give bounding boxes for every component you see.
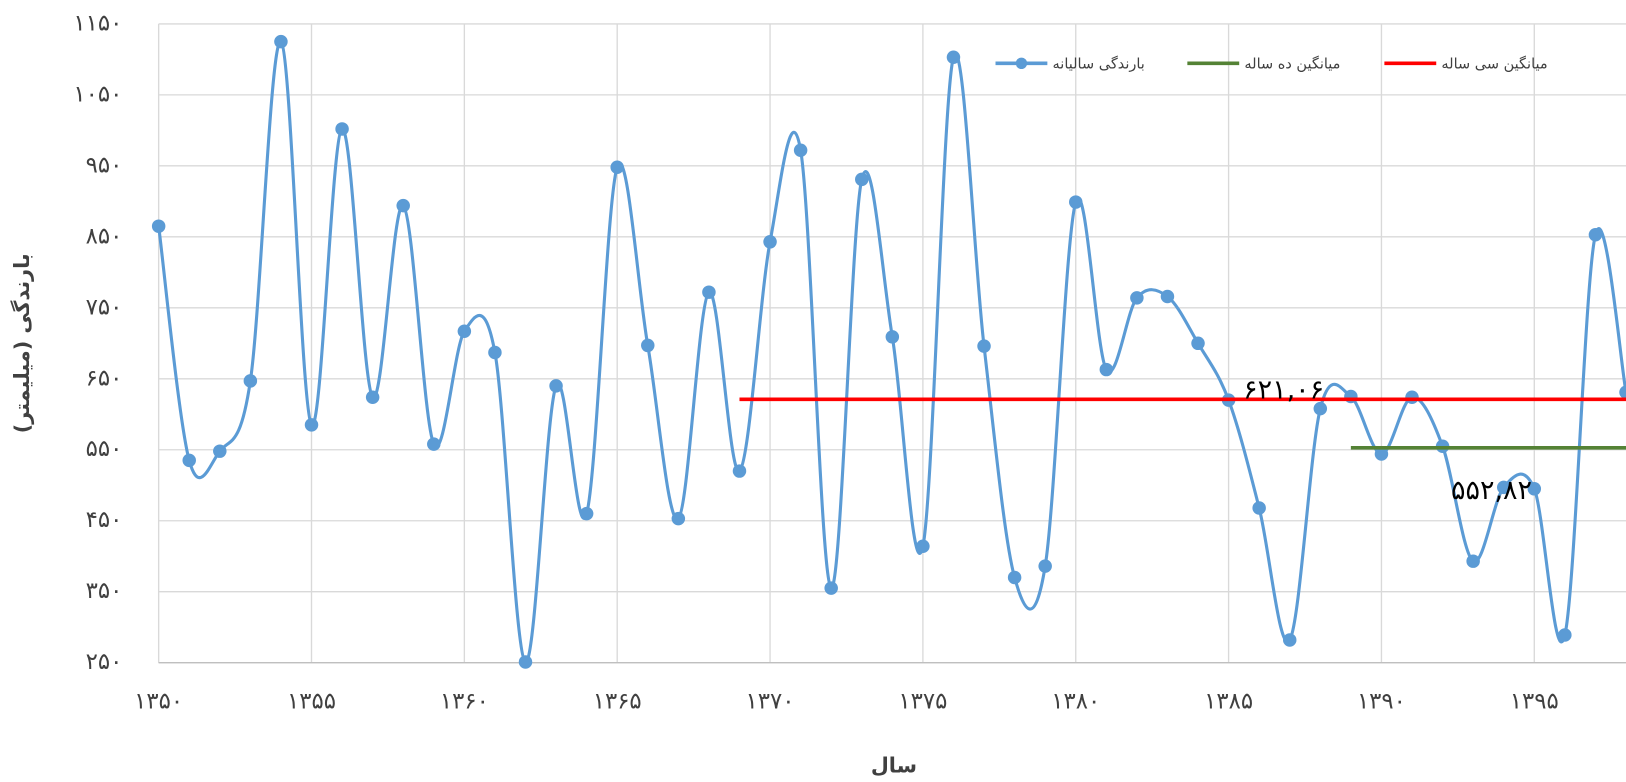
point [1007,570,1022,585]
point [518,655,533,669]
point [1344,389,1358,404]
point [549,379,563,393]
point [1619,385,1626,400]
point [885,330,900,344]
point [732,464,747,478]
point [1588,227,1603,242]
point [151,219,166,233]
legend-label: میانگین ده ساله [1244,55,1340,72]
y-tick-label: ۹۵۰ [86,152,123,178]
point [1282,633,1297,647]
series-line [157,40,1626,664]
point [1466,554,1480,568]
legend-label: بارندگی سالیانه [1053,55,1145,72]
y-tick-label: ۵۵۰ [86,436,123,462]
x-axis-title: سال [871,753,917,777]
y-tick-label: ۷۵۰ [86,294,123,320]
point [457,324,472,338]
point [304,418,319,432]
point [1558,628,1572,642]
point [1405,390,1419,404]
point [182,453,196,468]
legend-marker [1015,57,1028,70]
legend-item: بارندگی سالیانه [995,55,1145,72]
point [1496,480,1511,495]
point [1038,559,1052,573]
legend-label: میانگین سی ساله [1441,55,1547,72]
point [855,172,869,187]
point [335,122,349,136]
point [793,143,808,157]
point [1374,447,1389,461]
point [763,235,777,249]
point [1527,482,1542,496]
point [488,345,502,360]
x-tick-label: ۱۳۹۰ [1357,689,1406,715]
x-tick-label: ۱۳۶۵ [593,689,642,715]
y-tick-label: ۶۵۰ [86,365,123,391]
point [243,374,258,388]
x-tick-label: ۱۳۶۰ [440,689,489,715]
point [610,160,624,175]
point [213,444,227,458]
point [916,539,930,554]
legend-item: میانگین سی ساله [1384,55,1548,72]
data-label: ۶۲۱,۰۶ [1243,375,1324,406]
legend-item: میانگین ده ساله [1187,55,1340,72]
point [1252,501,1266,515]
point [1160,289,1175,304]
point [824,581,838,595]
y-tick-label: ۱۱۵۰ [73,10,122,36]
y-tick-label: ۴۵۰ [86,507,123,533]
x-tick-label: ۱۳۷۵ [898,689,947,715]
point [579,506,594,521]
y-tick-label: ۸۵۰ [86,223,123,249]
point [1099,362,1114,377]
point [427,437,441,451]
point [641,338,655,353]
point [1130,291,1144,305]
point [365,390,380,404]
point [1313,401,1328,416]
point [671,511,686,526]
x-tick-label: ۱۳۸۵ [1204,689,1253,715]
data-label: ۵۵۲,۸۲ [1451,475,1532,506]
x-tick-label: ۱۳۵۵ [287,689,336,715]
y-tick-label: ۱۰۵۰ [73,81,122,107]
x-tick-label: ۱۳۹۵ [1510,689,1559,715]
x-tick-label: ۱۳۷۰ [746,689,795,715]
point [946,50,961,65]
point [977,339,991,353]
y-tick-label: ۲۵۰ [86,649,123,675]
x-tick-label: ۱۳۵۰ [134,689,183,715]
y-tick-label: ۳۵۰ [86,578,123,604]
point [274,34,288,49]
y-axis-title: بارندگی (میلیمتر) [10,253,34,433]
point [1191,336,1205,351]
point [1069,195,1083,209]
point [702,285,716,299]
x-tick-label: ۱۳۸۰ [1051,689,1100,715]
point [396,198,410,213]
